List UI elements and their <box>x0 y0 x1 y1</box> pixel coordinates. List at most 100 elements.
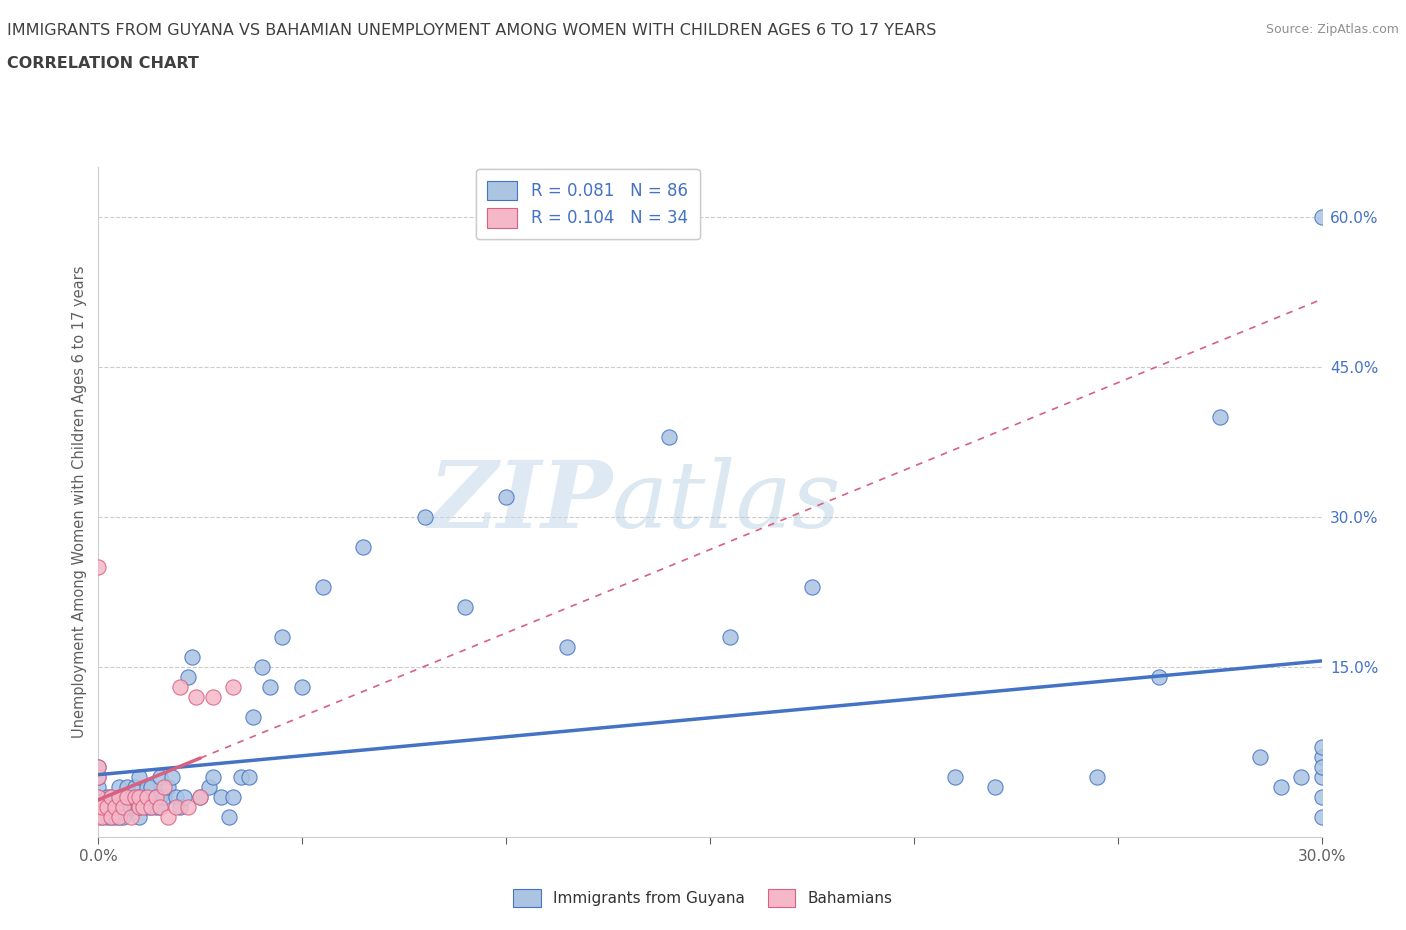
Point <box>145 790 167 804</box>
Point <box>87 560 110 575</box>
Point <box>801 579 824 594</box>
Point <box>120 790 142 804</box>
Point <box>1310 810 1333 825</box>
Point <box>96 790 118 804</box>
Point <box>115 779 138 794</box>
Point <box>218 810 240 825</box>
Point <box>495 490 517 505</box>
Point <box>128 800 150 815</box>
Point <box>124 779 146 794</box>
Point <box>152 790 174 804</box>
Point <box>87 779 110 794</box>
Point <box>177 670 200 684</box>
Point <box>201 770 224 785</box>
Point <box>87 760 110 775</box>
Point <box>181 650 204 665</box>
Point <box>87 770 110 785</box>
Point <box>658 430 681 445</box>
Point <box>720 630 742 644</box>
Point <box>169 800 191 815</box>
Point <box>149 790 172 804</box>
Legend: Immigrants from Guyana, Bahamians: Immigrants from Guyana, Bahamians <box>508 884 898 913</box>
Point <box>124 800 146 815</box>
Point <box>91 800 114 815</box>
Point <box>91 810 114 825</box>
Point <box>209 790 232 804</box>
Point <box>1310 760 1333 775</box>
Text: ZIP: ZIP <box>427 458 612 547</box>
Point <box>1310 770 1333 785</box>
Point <box>259 680 281 695</box>
Point <box>108 790 131 804</box>
Point <box>149 800 172 815</box>
Point <box>1209 410 1232 425</box>
Point <box>250 659 273 674</box>
Point <box>1291 770 1313 785</box>
Point <box>173 790 195 804</box>
Point <box>238 770 260 785</box>
Point <box>96 810 118 825</box>
Text: CORRELATION CHART: CORRELATION CHART <box>7 56 198 71</box>
Point <box>197 779 219 794</box>
Text: atlas: atlas <box>612 458 842 547</box>
Point <box>149 800 172 815</box>
Point <box>108 810 131 825</box>
Point <box>1310 739 1333 754</box>
Point <box>87 800 110 815</box>
Point <box>111 790 134 804</box>
Legend: R = 0.081   N = 86, R = 0.104   N = 34: R = 0.081 N = 86, R = 0.104 N = 34 <box>475 169 700 239</box>
Point <box>186 690 208 705</box>
Point <box>156 810 179 825</box>
Point <box>145 790 167 804</box>
Point <box>231 770 253 785</box>
Point <box>222 680 245 695</box>
Point <box>149 770 172 785</box>
Point <box>165 800 187 815</box>
Point <box>1310 790 1333 804</box>
Point <box>943 770 966 785</box>
Point <box>100 810 122 825</box>
Point <box>1249 750 1271 764</box>
Point <box>87 790 110 804</box>
Point <box>222 790 245 804</box>
Point <box>104 800 127 815</box>
Point <box>1310 750 1333 764</box>
Point <box>87 770 110 785</box>
Point <box>188 790 212 804</box>
Point <box>120 800 142 815</box>
Point <box>104 800 127 815</box>
Point <box>557 640 579 655</box>
Point <box>124 790 146 804</box>
Point <box>169 680 191 695</box>
Point <box>91 810 114 825</box>
Point <box>128 790 150 804</box>
Y-axis label: Unemployment Among Women with Children Ages 6 to 17 years: Unemployment Among Women with Children A… <box>72 266 87 738</box>
Point <box>270 630 294 644</box>
Point <box>132 790 155 804</box>
Point <box>87 760 110 775</box>
Point <box>96 800 118 815</box>
Point <box>1147 670 1170 684</box>
Point <box>128 810 150 825</box>
Point <box>87 790 110 804</box>
Point <box>152 779 174 794</box>
Point <box>132 800 155 815</box>
Point <box>100 800 122 815</box>
Point <box>1085 770 1108 785</box>
Point <box>352 539 374 554</box>
Text: IMMIGRANTS FROM GUYANA VS BAHAMIAN UNEMPLOYMENT AMONG WOMEN WITH CHILDREN AGES 6: IMMIGRANTS FROM GUYANA VS BAHAMIAN UNEMP… <box>7 23 936 38</box>
Point <box>108 800 131 815</box>
Point <box>141 779 163 794</box>
Point <box>454 600 477 615</box>
Point <box>1310 210 1333 225</box>
Point <box>108 810 131 825</box>
Point <box>156 779 179 794</box>
Point <box>1270 779 1292 794</box>
Point <box>145 800 167 815</box>
Point <box>141 800 163 815</box>
Point <box>115 790 138 804</box>
Point <box>291 680 314 695</box>
Point <box>188 790 212 804</box>
Point <box>100 810 122 825</box>
Point <box>160 770 183 785</box>
